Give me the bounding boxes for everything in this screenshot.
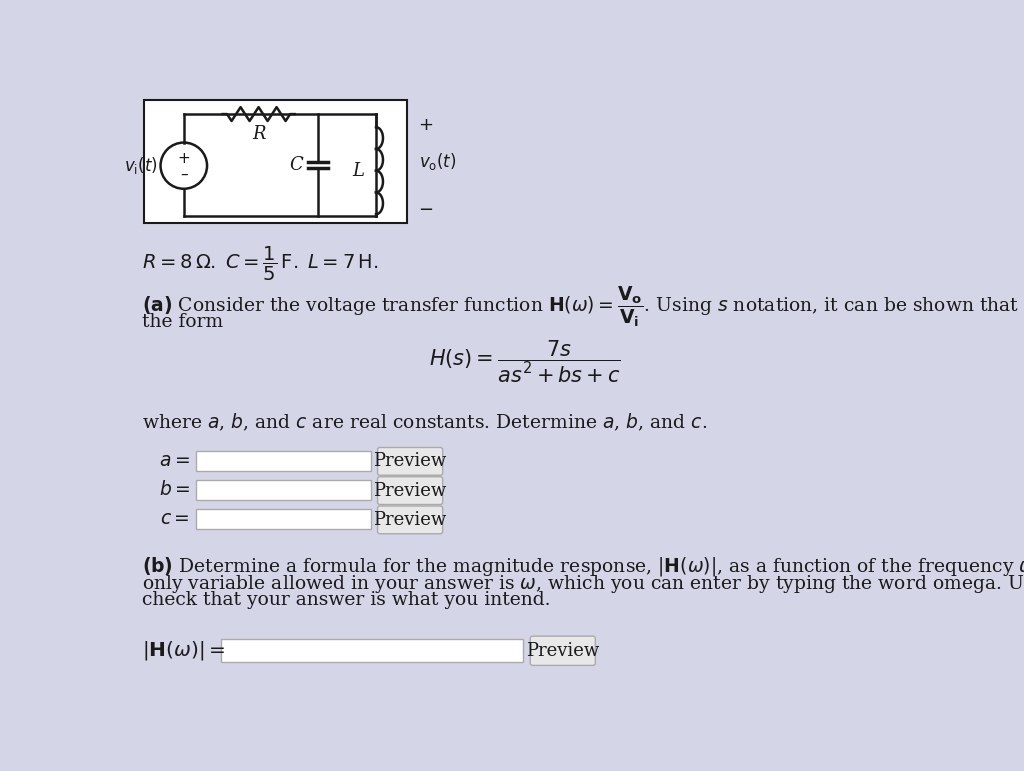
Bar bbox=[197, 450, 371, 470]
Text: C: C bbox=[290, 156, 303, 174]
Text: −: − bbox=[419, 200, 434, 218]
Text: $\mathit{c} =$: $\mathit{c} =$ bbox=[161, 510, 190, 528]
Text: +: + bbox=[419, 116, 433, 134]
Text: R: R bbox=[252, 125, 265, 143]
Text: Preview: Preview bbox=[374, 511, 446, 529]
Bar bbox=[197, 480, 371, 500]
Text: Preview: Preview bbox=[526, 641, 599, 660]
FancyBboxPatch shape bbox=[378, 476, 442, 504]
Text: $R = 8\,\Omega.\; C = \dfrac{1}{5}\,{\rm F.}\; L = 7\,{\rm H.}$: $R = 8\,\Omega.\; C = \dfrac{1}{5}\,{\rm… bbox=[142, 245, 379, 283]
FancyBboxPatch shape bbox=[378, 447, 442, 475]
Text: $\mathbf{(b)}$ Determine a formula for the magnitude response, $|\mathbf{H}(\ome: $\mathbf{(b)}$ Determine a formula for t… bbox=[142, 554, 1024, 577]
Text: only variable allowed in your answer is $\omega$, which you can enter by typing : only variable allowed in your answer is … bbox=[142, 573, 1024, 595]
Text: $v_{\rm i}(t)$: $v_{\rm i}(t)$ bbox=[124, 155, 158, 176]
Text: $H(s) = \dfrac{7s}{as^2 + bs + c}$: $H(s) = \dfrac{7s}{as^2 + bs + c}$ bbox=[429, 339, 621, 385]
FancyBboxPatch shape bbox=[378, 506, 442, 534]
FancyBboxPatch shape bbox=[530, 636, 595, 665]
Bar bbox=[143, 100, 407, 224]
Text: $\mathbf{(a)}$ Consider the voltage transfer function $\mathbf{H}(\omega) = \dfr: $\mathbf{(a)}$ Consider the voltage tran… bbox=[142, 285, 1024, 329]
Text: check that your answer is what you intend.: check that your answer is what you inten… bbox=[142, 591, 551, 610]
Bar bbox=[197, 509, 371, 529]
Bar bbox=[221, 639, 523, 662]
Text: $\mathit{a} =$: $\mathit{a} =$ bbox=[159, 452, 190, 470]
Text: the form: the form bbox=[142, 313, 223, 331]
Text: Preview: Preview bbox=[374, 482, 446, 500]
Text: $\mathit{b} =$: $\mathit{b} =$ bbox=[159, 480, 190, 500]
Text: Preview: Preview bbox=[374, 453, 446, 470]
Text: L: L bbox=[352, 162, 365, 180]
Text: $v_{\rm o}(t)$: $v_{\rm o}(t)$ bbox=[419, 151, 456, 173]
Text: +: + bbox=[177, 151, 190, 167]
Text: $|\mathbf{H}(\omega)| =$: $|\mathbf{H}(\omega)| =$ bbox=[142, 639, 225, 662]
Text: where $a$, $b$, and $c$ are real constants. Determine $a$, $b$, and $c$.: where $a$, $b$, and $c$ are real constan… bbox=[142, 412, 708, 433]
Text: –: – bbox=[180, 167, 187, 182]
